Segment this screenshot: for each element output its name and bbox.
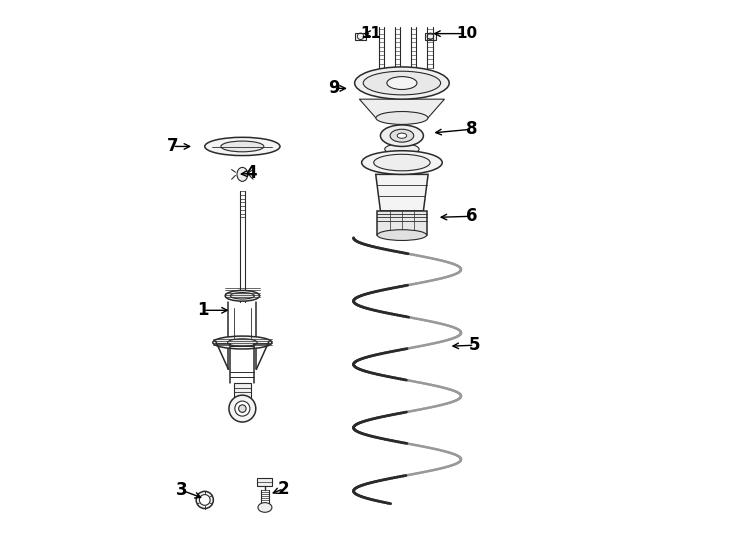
Text: 3: 3 (176, 481, 187, 500)
Ellipse shape (397, 133, 407, 138)
Ellipse shape (235, 401, 250, 416)
Ellipse shape (380, 125, 424, 146)
Text: 2: 2 (278, 480, 289, 498)
Ellipse shape (221, 141, 264, 152)
Text: 8: 8 (466, 120, 478, 138)
Ellipse shape (387, 77, 417, 90)
Text: 9: 9 (328, 79, 340, 97)
Text: 1: 1 (197, 301, 209, 319)
Text: 5: 5 (469, 336, 480, 354)
Ellipse shape (205, 137, 280, 156)
Ellipse shape (355, 67, 449, 99)
Ellipse shape (388, 159, 415, 166)
Ellipse shape (239, 405, 246, 413)
Ellipse shape (376, 112, 428, 124)
Ellipse shape (377, 230, 426, 240)
Ellipse shape (363, 71, 440, 95)
Bar (355, 32, 366, 39)
Polygon shape (377, 211, 426, 235)
Ellipse shape (200, 495, 210, 505)
Ellipse shape (385, 144, 419, 154)
Bar (425, 32, 436, 39)
Text: 6: 6 (466, 207, 478, 225)
Text: 11: 11 (361, 26, 382, 41)
Text: 7: 7 (167, 138, 178, 156)
Bar (234, 383, 251, 399)
Polygon shape (376, 174, 428, 211)
Text: 4: 4 (246, 164, 258, 183)
Bar (258, 478, 272, 486)
Ellipse shape (229, 395, 255, 422)
Polygon shape (360, 99, 445, 118)
Ellipse shape (387, 152, 417, 160)
Ellipse shape (237, 167, 248, 181)
Text: 10: 10 (456, 26, 477, 41)
Ellipse shape (362, 151, 442, 174)
Ellipse shape (258, 503, 272, 512)
Ellipse shape (228, 339, 257, 346)
Ellipse shape (230, 293, 255, 299)
Ellipse shape (225, 291, 260, 301)
Ellipse shape (390, 129, 414, 142)
Ellipse shape (196, 491, 214, 509)
Ellipse shape (374, 154, 430, 171)
Ellipse shape (213, 336, 272, 349)
